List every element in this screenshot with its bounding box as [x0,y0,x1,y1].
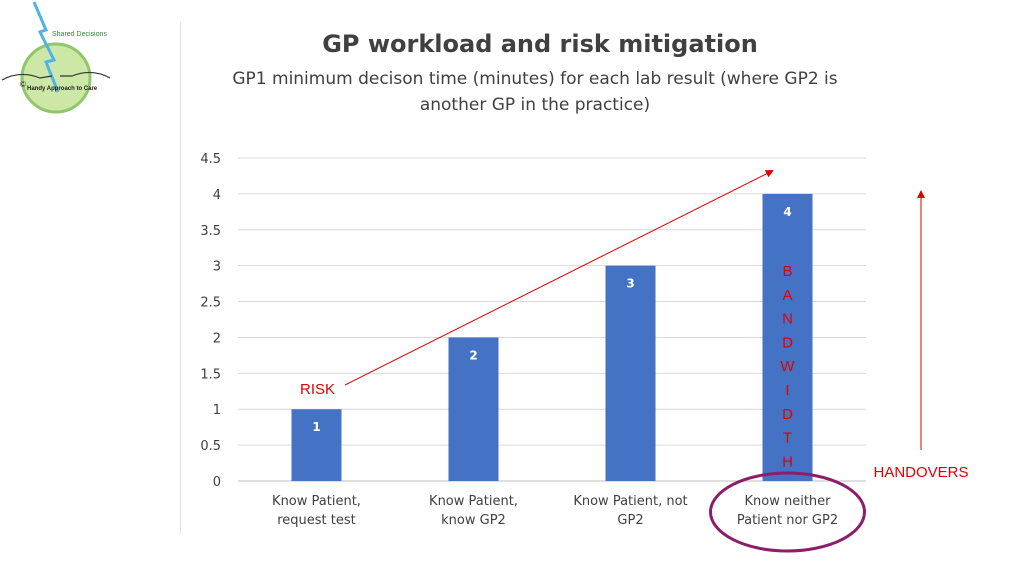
y-tick-label: 3 [213,260,221,275]
bar-2 [448,337,499,481]
bandwidth-letter: D [782,406,793,423]
risk-arrow [344,170,774,386]
logo-tagline: Shared Decisions [52,31,107,38]
y-tick-label: 0.5 [200,439,221,454]
bandwidth-letter: T [783,430,792,447]
y-tick-label: 2.5 [200,296,221,311]
y-tick-label: 0 [213,475,221,490]
bandwidth-letter: D [782,334,793,351]
bandwidth-letter: H [782,453,793,470]
logo-caption: Handy Approach to Care [27,86,98,92]
x-axis-categories: Know Patient, request test Know Patient, kn… [272,494,838,528]
gridlines [238,157,866,482]
data-label: 1 [312,420,320,434]
x-tick-label: Know Patient, [429,494,518,509]
bar-4 [762,193,813,481]
y-tick-label: 4 [213,188,221,203]
bar-1 [291,409,342,481]
x-tick-label: know GP2 [441,513,506,528]
logo-copyright: © [20,80,26,89]
data-label: 3 [626,277,634,291]
x-tick-label: Patient nor GP2 [737,513,838,528]
data-label: 2 [469,348,477,362]
slide-divider [180,22,181,534]
y-tick-label: 2 [213,331,221,346]
x-tick-label: Know neither [744,494,831,509]
bandwidth-letter: A [782,287,792,304]
bandwidth-letter: W [780,358,795,375]
logo: Shared Decisions © Handy Approach to Car… [0,0,120,120]
y-axis-ticks: 0 0.5 1 1.5 2 2.5 3 3.5 4 4.5 [200,152,221,490]
bars: 1 2 3 4 [291,193,813,481]
y-tick-label: 1 [213,403,221,418]
risk-label: RISK [300,381,335,398]
bandwidth-letter: N [782,311,793,328]
chart-subtitle: GP1 minimum decison time (minutes) for e… [232,69,838,115]
bandwidth-letter: B [782,263,792,280]
data-label: 4 [783,205,791,219]
x-tick-label: Know Patient, not [573,494,687,509]
y-tick-label: 1.5 [200,367,221,382]
shared-decisions-logo-icon [1,1,111,114]
handovers-label: HANDOVERS [873,464,968,481]
bandwidth-letter: I [785,382,789,399]
bar-3 [605,265,656,481]
x-tick-label: GP2 [617,513,643,528]
highlight-ellipse [709,471,866,553]
y-tick-label: 4.5 [200,152,221,167]
chart-title: GP workload and risk mitigation [322,30,758,58]
x-tick-label: request test [277,513,356,528]
y-tick-label: 3.5 [200,224,221,239]
x-tick-label: Know Patient, [272,494,361,509]
